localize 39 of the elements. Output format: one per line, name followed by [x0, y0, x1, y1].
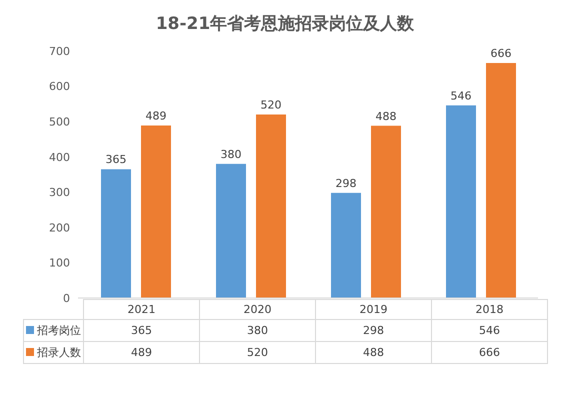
bar: [216, 164, 246, 298]
annotation: 488: [376, 110, 396, 123]
annotation: 489: [146, 109, 166, 122]
data-label: 488: [316, 342, 432, 364]
annotation: 380: [220, 148, 242, 161]
annotation: 298: [336, 176, 356, 190]
data-label: 489: [84, 342, 200, 364]
bar: [371, 126, 401, 298]
annotation: 365: [106, 153, 126, 166]
y-tick-label: 200: [49, 221, 70, 234]
data-label: 546: [432, 320, 548, 342]
legend-label: 招录人数: [24, 342, 84, 364]
bar: [446, 105, 476, 298]
chart-title: 18-21年省考恩施招录岗位及人数: [154, 13, 416, 36]
data-label: 380: [200, 320, 316, 342]
data-label: 666: [432, 342, 548, 364]
x-tick-label: 2020: [200, 300, 316, 320]
data-label: 298: [316, 320, 432, 342]
data-label: 365: [84, 320, 200, 342]
y-tick-label: 0: [63, 292, 70, 305]
annotation: 666: [490, 46, 512, 60]
annotation: 520: [260, 98, 282, 112]
bar: [101, 169, 131, 298]
bar: [331, 192, 361, 298]
y-tick-label: 600: [49, 80, 70, 94]
bar: [141, 125, 171, 298]
x-tick-label: 2019: [316, 300, 432, 320]
bar: [256, 114, 286, 298]
legend-label: 招考岗位: [24, 320, 84, 342]
y-tick-label: 700: [49, 44, 70, 58]
y-tick-label: 300: [49, 186, 70, 200]
annotation: 546: [450, 89, 472, 102]
bar: [486, 62, 516, 298]
y-tick-label: 500: [49, 115, 70, 128]
data-label: 520: [200, 342, 316, 364]
x-tick-label: 2021: [84, 300, 200, 320]
y-tick-label: 400: [49, 150, 70, 164]
y-tick-label: 100: [49, 256, 70, 270]
x-tick-label: 2018: [432, 300, 548, 320]
